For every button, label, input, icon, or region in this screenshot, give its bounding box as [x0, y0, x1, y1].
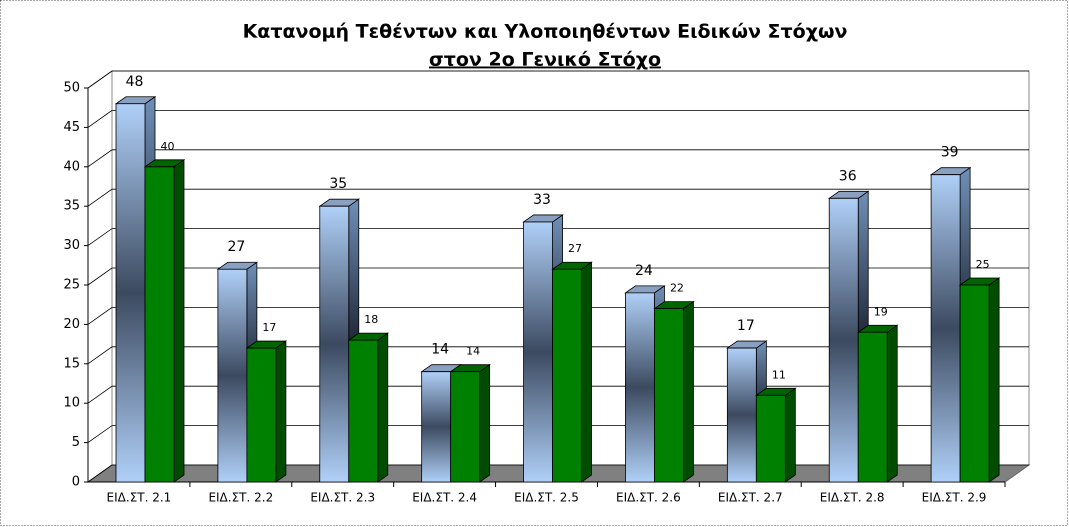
value-label: 11 — [772, 368, 786, 381]
bar-face — [726, 347, 757, 483]
grid-line — [87, 188, 1029, 207]
value-label: 18 — [364, 313, 378, 326]
bar-face — [857, 331, 888, 483]
bar-face — [144, 166, 175, 483]
bar-face — [275, 340, 287, 483]
y-tick-label: 45 — [63, 120, 80, 135]
y-tick-label: 40 — [63, 159, 80, 174]
x-tick-label: ΕΙΔ.ΣΤ. 2.4 — [412, 491, 477, 505]
bar — [449, 363, 491, 483]
value-label: 19 — [874, 305, 888, 318]
y-tick-label: 35 — [63, 199, 80, 214]
value-label: 17 — [737, 318, 755, 334]
bar — [856, 324, 899, 483]
value-label: 14 — [466, 345, 480, 358]
bar-face — [421, 371, 452, 483]
value-label: 14 — [431, 342, 449, 358]
bar — [143, 159, 186, 483]
value-label: 25 — [976, 258, 990, 271]
value-label: 27 — [227, 239, 245, 255]
grid-line — [87, 267, 1029, 286]
grid-line — [87, 149, 1029, 168]
bar-face — [755, 394, 786, 483]
bar-face — [217, 268, 248, 483]
value-label: 35 — [329, 176, 347, 192]
grid-line — [87, 346, 1029, 365]
bar-face — [581, 261, 592, 483]
y-tick-label: 15 — [63, 356, 80, 371]
bar-face — [377, 332, 389, 483]
value-label: 39 — [941, 145, 959, 161]
bar-face — [828, 197, 859, 483]
bar-face — [523, 221, 553, 483]
bar-face — [683, 300, 694, 483]
bar — [755, 387, 797, 483]
x-tick-label: ΕΙΔ.ΣΤ. 2.6 — [616, 491, 681, 505]
y-tick-label: 10 — [63, 396, 80, 411]
x-tick-label: ΕΙΔ.ΣΤ. 2.3 — [310, 491, 375, 505]
x-tick-label: ΕΙΔ.ΣΤ. 2.2 — [208, 491, 273, 505]
grid-line — [87, 385, 1029, 404]
value-label: 33 — [533, 192, 551, 208]
bar-face — [552, 268, 582, 483]
chart-subtitle: στον 2ο Γενικό Στόχο — [429, 49, 661, 71]
bar-face — [479, 363, 491, 483]
bar-face — [115, 103, 146, 483]
x-tick-label: ΕΙΔ.ΣΤ. 2.7 — [718, 491, 783, 505]
bar-face — [988, 277, 1000, 483]
grid-line — [87, 425, 1029, 443]
bar-face — [173, 159, 185, 483]
chart-title: Κατανομή Τεθέντων και Υλοποιηθέντων Ειδι… — [243, 21, 848, 43]
y-tick-label: 50 — [63, 81, 80, 96]
bar-face — [654, 308, 684, 483]
y-tick-label: 0 — [72, 475, 80, 490]
value-label: 48 — [126, 74, 144, 90]
bar-face — [450, 371, 481, 483]
grid-line — [87, 306, 1029, 325]
y-tick-label: 20 — [63, 317, 80, 332]
value-label: 36 — [839, 168, 857, 184]
bar-face — [246, 347, 277, 483]
bar — [958, 277, 1001, 483]
value-label: 27 — [568, 242, 582, 255]
x-tick-label: ΕΙΔ.ΣΤ. 2.9 — [922, 491, 987, 505]
value-label: 22 — [670, 282, 684, 295]
bar-face — [886, 324, 898, 483]
value-label: 24 — [635, 263, 653, 279]
bar-face — [784, 387, 796, 483]
grid-line — [87, 70, 1029, 89]
bar — [551, 261, 593, 483]
value-label: 17 — [262, 321, 276, 334]
grid-line — [87, 464, 1029, 483]
bar-face — [930, 174, 961, 483]
y-tick-label: 5 — [72, 435, 80, 450]
x-tick-label: ΕΙΔ.ΣΤ. 2.8 — [820, 491, 885, 505]
x-tick-label: ΕΙΔ.ΣΤ. 2.1 — [107, 491, 172, 505]
y-tick-label: 25 — [63, 278, 80, 293]
bar — [653, 300, 695, 483]
value-label: 40 — [161, 140, 175, 153]
grid-line — [87, 228, 1029, 246]
bar — [347, 332, 390, 483]
bar-face — [959, 284, 990, 483]
bar — [245, 340, 288, 483]
y-tick-label: 30 — [63, 238, 80, 253]
grid-line — [87, 110, 1029, 128]
bar-face — [625, 292, 655, 483]
bar-face — [319, 205, 350, 483]
bar-face — [348, 339, 379, 483]
x-tick-label: ΕΙΔ.ΣΤ. 2.5 — [514, 491, 579, 505]
